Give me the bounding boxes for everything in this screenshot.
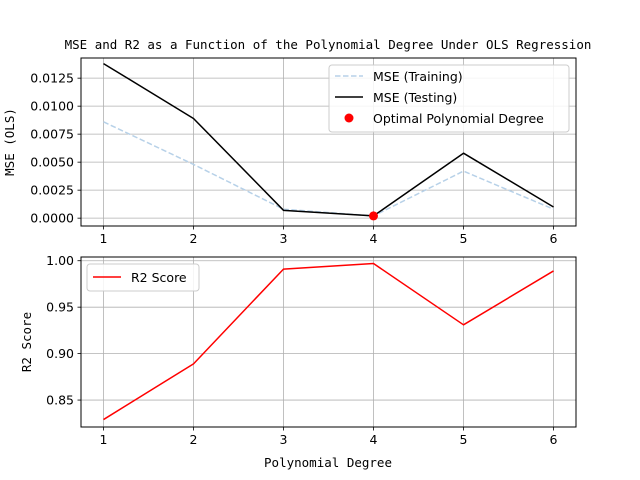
r2-y-tick-label: 0.85: [46, 393, 74, 408]
series-r2-score-line: [103, 262, 554, 421]
legend-swatch-optimal-degree: [344, 113, 354, 123]
mse-x-tick-label: 3: [280, 231, 288, 246]
series-mse-testing-line: [103, 62, 554, 217]
series-optimal-polynomial-degree-point: [369, 211, 378, 221]
r2-x-tick-label: 3: [280, 432, 288, 447]
r2-grid: [81, 257, 576, 427]
chart-title: MSE and R2 as a Function of the Polynomi…: [65, 37, 592, 52]
legend-label-r2-score: R2 Score: [131, 270, 187, 285]
mse-x-tick-label: 2: [190, 231, 198, 246]
r2-y-axis-label: R2 Score: [19, 312, 34, 372]
legend-label-mse-training: MSE (Training): [373, 69, 463, 84]
mse-y-axis-label: MSE (OLS): [2, 108, 17, 176]
mse-y-tick-label: 0.0000: [30, 211, 74, 226]
mse-y-tick-label: 0.0075: [30, 127, 74, 142]
legend-label-optimal-degree: Optimal Polynomial Degree: [373, 111, 544, 126]
mse-y-ticks: 0.0000 0.0025 0.0050 0.0075 0.0100 0.0125: [30, 71, 81, 226]
mse-legend-box: [328, 64, 570, 133]
r2-x-tick-label: 5: [460, 432, 468, 447]
r2-y-tick-label: 1.00: [46, 253, 74, 268]
r2-series: [103, 262, 554, 421]
r2-x-tick-label: 4: [370, 432, 378, 447]
r2-x-ticks: 1 2 3 4 5 6: [100, 427, 558, 447]
mse-x-tick-label: 1: [100, 231, 108, 246]
mse-x-tick-label: 4: [370, 231, 378, 246]
legend-label-mse-testing: MSE (Testing): [373, 90, 457, 105]
mse-y-tick-label: 0.0125: [30, 71, 74, 86]
mse-x-tick-label: 5: [460, 231, 468, 246]
r2-axes-frame: [80, 256, 577, 428]
r2-x-tick-label: 6: [550, 432, 558, 447]
r2-x-tick-label: 2: [190, 432, 198, 447]
mse-axes-frame: [80, 57, 577, 227]
r2-legend-box: [86, 263, 200, 292]
mse-legend: MSE (Training) MSE (Testing) Optimal Pol…: [328, 64, 570, 133]
r2-y-tick-label: 0.95: [46, 300, 74, 315]
r2-axes: 1 2 3 4 5 6 0.85 0.90 0.95 1.00 R2 Score Polynom…: [19, 253, 577, 470]
r2-x-tick-label: 1: [100, 432, 108, 447]
r2-y-ticks: 0.85 0.90 0.95 1.00: [46, 253, 81, 408]
mse-series: [103, 62, 554, 221]
mse-x-tick-label: 6: [550, 231, 558, 246]
mse-y-tick-label: 0.0050: [30, 155, 74, 170]
r2-legend: R2 Score: [86, 263, 200, 292]
mse-y-tick-label: 0.0100: [30, 99, 74, 114]
r2-y-tick-label: 0.90: [46, 346, 74, 361]
mse-x-ticks: 1 2 3 4 5 6: [100, 226, 558, 246]
x-axis-label: Polynomial Degree: [264, 455, 392, 470]
mse-y-tick-label: 0.0025: [30, 183, 74, 198]
